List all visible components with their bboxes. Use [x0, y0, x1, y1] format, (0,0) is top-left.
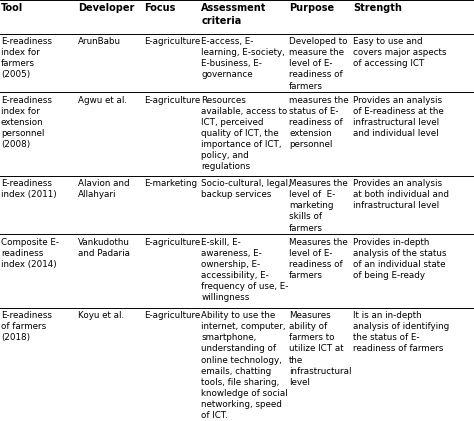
Text: Developed to
measure the
level of E-
readiness of
farmers: Developed to measure the level of E- rea… [289, 37, 347, 91]
Text: E-readiness
index (2011): E-readiness index (2011) [1, 179, 57, 199]
Text: Vankudothu
and Padaria: Vankudothu and Padaria [78, 238, 130, 258]
Text: Agwu et al.: Agwu et al. [78, 96, 127, 105]
Text: E-readiness
index for
farmers
(2005): E-readiness index for farmers (2005) [1, 37, 52, 80]
Text: Measures the
level of E-
readiness of
farmers: Measures the level of E- readiness of fa… [289, 238, 348, 280]
Text: ArunBabu: ArunBabu [78, 37, 121, 46]
Text: Purpose: Purpose [289, 3, 334, 13]
Text: Measures the
level of  E-
marketing
skills of
farmers: Measures the level of E- marketing skill… [289, 179, 348, 232]
Text: E-agriculture: E-agriculture [145, 96, 201, 105]
Text: Strength: Strength [353, 3, 402, 13]
Text: Provides in-depth
analysis of the status
of an individual state
of being E-ready: Provides in-depth analysis of the status… [353, 238, 447, 280]
Text: E-agriculture: E-agriculture [145, 37, 201, 46]
Text: Assessment
criteria: Assessment criteria [201, 3, 267, 26]
Text: E-agriculture: E-agriculture [145, 238, 201, 247]
Text: measures the
status of E-
readiness of
extension
personnel: measures the status of E- readiness of e… [289, 96, 349, 149]
Text: E-marketing: E-marketing [145, 179, 198, 188]
Text: E-readiness
index for
extension
personnel
(2008): E-readiness index for extension personne… [1, 96, 52, 149]
Text: Alavion and
Allahyari: Alavion and Allahyari [78, 179, 130, 199]
Text: Tool: Tool [1, 3, 23, 13]
Text: Developer: Developer [78, 3, 135, 13]
Text: Socio-cultural, legal,
backup services: Socio-cultural, legal, backup services [201, 179, 291, 199]
Text: Focus: Focus [145, 3, 176, 13]
Text: Provides an analysis
of E-readiness at the
infrastructural level
and individual : Provides an analysis of E-readiness at t… [353, 96, 444, 138]
Text: Measures
ability of
farmers to
utilize ICT at
the
infrastructural
level: Measures ability of farmers to utilize I… [289, 311, 352, 387]
Text: Koyu et al.: Koyu et al. [78, 311, 124, 320]
Text: Resources
available, access to
ICT, perceived
quality of ICT, the
importance of : Resources available, access to ICT, perc… [201, 96, 288, 171]
Text: E-skill, E-
awareness, E-
ownership, E-
accessibility, E-
frequency of use, E-
w: E-skill, E- awareness, E- ownership, E- … [201, 238, 289, 302]
Text: E-readiness
of farmers
(2018): E-readiness of farmers (2018) [1, 311, 52, 342]
Text: It is an in-depth
analysis of identifying
the status of E-
readiness of farmers: It is an in-depth analysis of identifyin… [353, 311, 449, 354]
Text: Ability to use the
internet, computer,
smartphone,
understanding of
online techn: Ability to use the internet, computer, s… [201, 311, 288, 420]
Text: Provides an analysis
at both individual and
infrastructural level: Provides an analysis at both individual … [353, 179, 449, 210]
Text: E-access, E-
learning, E-society,
E-business, E-
governance: E-access, E- learning, E-society, E-busi… [201, 37, 285, 80]
Text: E-agriculture: E-agriculture [145, 311, 201, 320]
Text: Composite E-
readiness
index (2014): Composite E- readiness index (2014) [1, 238, 59, 269]
Text: Easy to use and
covers major aspects
of accessing ICT: Easy to use and covers major aspects of … [353, 37, 447, 68]
